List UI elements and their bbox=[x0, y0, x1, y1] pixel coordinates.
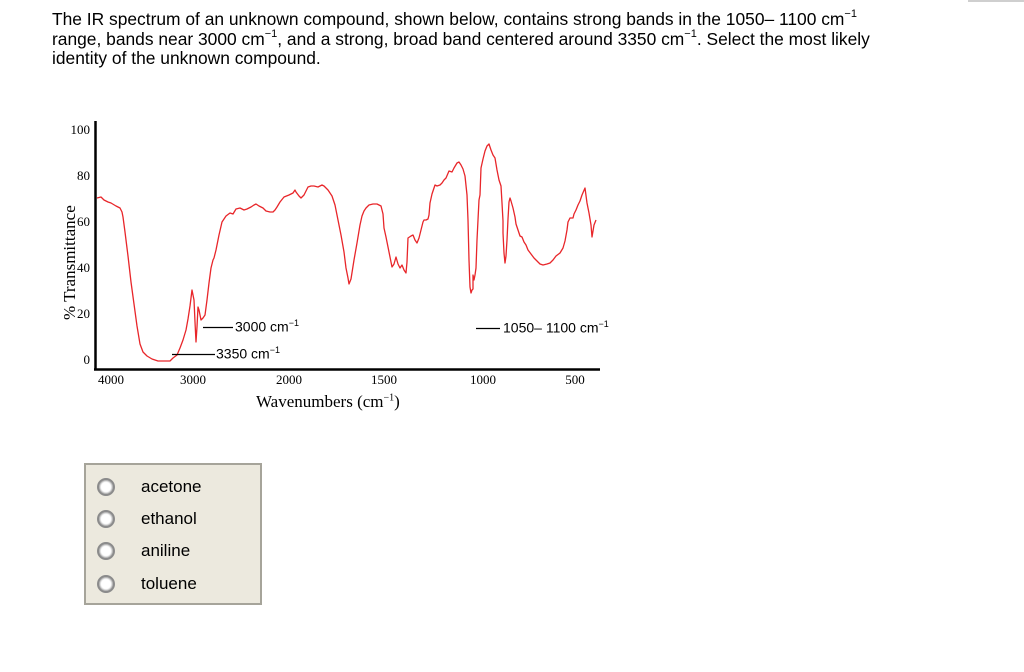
y-tick-100: 100 bbox=[70, 122, 91, 137]
superscript: −1 bbox=[288, 318, 299, 328]
superscript: −1 bbox=[844, 8, 857, 21]
annotation-3350: 3350 cm−1 bbox=[216, 345, 280, 362]
x-axis-label: Wavenumbers (cm−1) bbox=[256, 392, 400, 412]
y-tick-80: 80 bbox=[77, 168, 90, 183]
annotation-3000: 3000 cm−1 bbox=[235, 318, 299, 335]
answer-options: acetone ethanol aniline toluene bbox=[84, 463, 262, 605]
y-tick-40: 40 bbox=[77, 260, 90, 275]
x-axis-label-close: ) bbox=[394, 392, 400, 411]
question-line-2-text-c: . Select the most likely bbox=[696, 28, 870, 49]
spectrum-plot bbox=[94, 121, 600, 371]
x-axis-label-text: Wavenumbers (cm bbox=[256, 392, 384, 411]
superscript: −1 bbox=[684, 27, 697, 40]
y-tick-60: 60 bbox=[77, 214, 90, 229]
ir-spectrum-chart: % Transmittance 100 80 60 40 20 0 4000 3… bbox=[60, 121, 609, 412]
x-tick-2000: 2000 bbox=[276, 372, 302, 387]
y-tick-20: 20 bbox=[77, 306, 90, 321]
annotation-1050-1100-text: 1050– 1100 cm bbox=[503, 319, 599, 336]
option-acetone[interactable]: acetone bbox=[86, 471, 260, 503]
x-tick-500: 500 bbox=[565, 372, 585, 387]
option-aniline[interactable]: aniline bbox=[86, 535, 260, 567]
question-line-3: identity of the unknown compound. bbox=[52, 48, 321, 68]
superscript: −1 bbox=[264, 27, 278, 40]
superscript: −1 bbox=[383, 392, 395, 404]
superscript: −1 bbox=[269, 345, 280, 355]
question-line-1-text: The IR spectrum of an unknown compound, … bbox=[52, 9, 845, 29]
radio-button[interactable] bbox=[97, 542, 115, 560]
x-tick-1500: 1500 bbox=[371, 372, 397, 387]
radio-button[interactable] bbox=[97, 478, 115, 496]
y-axis-label: % Transmittance bbox=[60, 205, 79, 320]
question-line-2: range, bands near 3000 cm−1, and a stron… bbox=[52, 27, 1012, 50]
question-line-2-text-a: range, bands near 3000 cm bbox=[52, 28, 265, 49]
annotation-3350-text: 3350 cm bbox=[216, 345, 270, 362]
superscript: −1 bbox=[598, 319, 609, 329]
x-tick-3000: 3000 bbox=[180, 372, 206, 387]
y-tick-0: 0 bbox=[83, 352, 91, 367]
radio-button[interactable] bbox=[97, 575, 115, 593]
annotation-3000-text: 3000 cm bbox=[235, 318, 289, 335]
option-label: acetone bbox=[141, 477, 202, 496]
radio-button[interactable] bbox=[97, 510, 115, 528]
question-text: The IR spectrum of an unknown compound, … bbox=[52, 8, 1012, 69]
option-toluene[interactable]: toluene bbox=[86, 568, 260, 600]
option-label: ethanol bbox=[141, 509, 197, 528]
question-line-1: The IR spectrum of an unknown compound, … bbox=[52, 8, 1012, 30]
option-ethanol[interactable]: ethanol bbox=[86, 503, 260, 535]
annotation-1050-1100: 1050– 1100 cm−1 bbox=[503, 319, 609, 336]
x-tick-1000: 1000 bbox=[470, 372, 496, 387]
spectrum-trace bbox=[96, 143, 597, 362]
question-line-2-text-b: , and a strong, broad band centered arou… bbox=[277, 28, 685, 49]
x-tick-4000: 4000 bbox=[98, 372, 124, 387]
top-divider bbox=[968, 0, 1024, 2]
option-label: aniline bbox=[141, 541, 191, 560]
option-label: toluene bbox=[141, 574, 197, 593]
